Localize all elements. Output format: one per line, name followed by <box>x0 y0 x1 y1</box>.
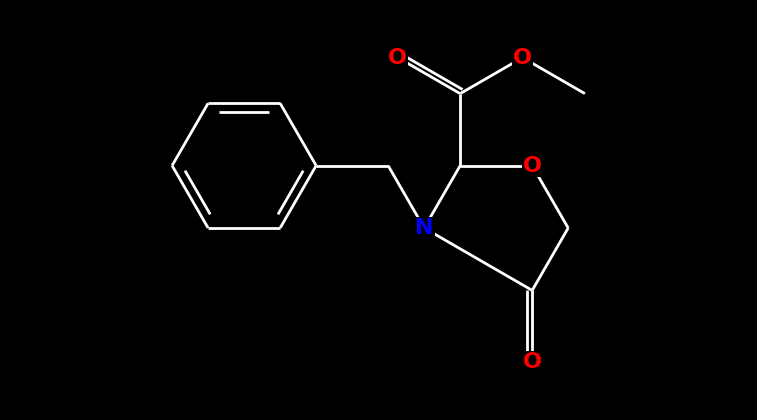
Text: O: O <box>522 352 542 373</box>
Text: O: O <box>388 47 407 68</box>
Text: O: O <box>513 47 532 68</box>
Text: N: N <box>415 218 434 238</box>
Text: O: O <box>522 156 542 176</box>
